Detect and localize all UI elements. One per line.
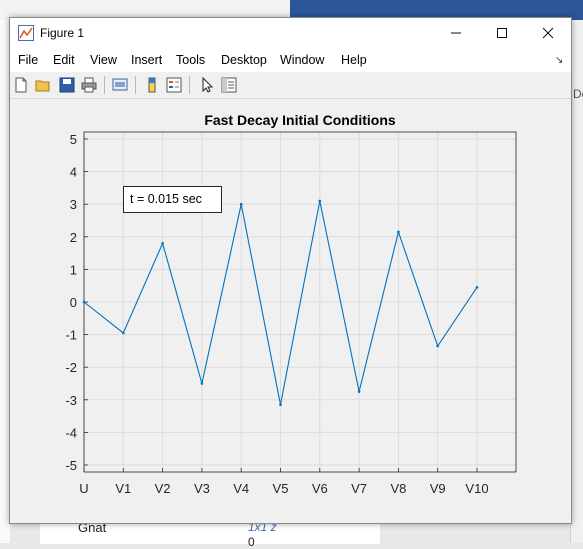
x-tick-label: V9: [430, 481, 446, 496]
y-tick-label: -5: [65, 458, 77, 473]
matlab-figure-icon: [18, 25, 34, 41]
toolbar-separator: [135, 76, 136, 94]
y-tick-label: -4: [65, 425, 77, 440]
x-tick-label: V1: [115, 481, 131, 496]
menu-desktop[interactable]: Desktop: [221, 53, 267, 67]
grid-lines: [83, 132, 516, 472]
data-series: [82, 199, 479, 406]
maximize-icon: [497, 28, 507, 38]
menu-insert[interactable]: Insert: [131, 53, 163, 67]
close-button[interactable]: [525, 18, 571, 48]
colorbar-icon[interactable]: [143, 76, 161, 94]
new-figure-icon[interactable]: [12, 76, 30, 94]
x-tick-label: V6: [312, 481, 328, 496]
data-point: [357, 390, 361, 393]
data-point: [122, 331, 125, 335]
y-tick-label: -1: [65, 328, 77, 343]
y-tick-label: 4: [70, 165, 77, 180]
open-file-icon[interactable]: [34, 76, 52, 94]
x-tick-label: V10: [465, 481, 488, 496]
annotation-text: t = 0.015 sec: [130, 192, 202, 206]
save-icon[interactable]: [58, 76, 76, 94]
menu-window[interactable]: Window: [280, 53, 325, 67]
data-point: [161, 242, 164, 245]
background-app-ribbon: [290, 0, 583, 20]
x-tick-label: V8: [390, 481, 406, 496]
data-point: [397, 230, 400, 234]
menu-help[interactable]: Help: [341, 53, 367, 67]
pointer-icon[interactable]: [198, 76, 216, 94]
figure-toolbar: [10, 72, 571, 99]
menu-view[interactable]: View: [90, 53, 117, 67]
window-title: Figure 1: [40, 26, 85, 40]
x-tick-label: V5: [273, 481, 289, 496]
figure-window: Figure 1 File Edit View Insert Tools Des…: [9, 17, 572, 524]
property-editor-icon[interactable]: [220, 76, 238, 94]
annotation-textbox[interactable]: t = 0.015 sec: [123, 186, 222, 213]
y-tick-label: -2: [65, 360, 77, 375]
print-icon[interactable]: [80, 76, 98, 94]
y-tick-label: 2: [70, 230, 77, 245]
x-tick-label: V7: [351, 481, 367, 496]
x-tick-label: V4: [233, 481, 249, 496]
x-tick-label: U: [79, 481, 88, 496]
data-point: [279, 403, 282, 406]
dock-arrow-icon[interactable]: ↘: [555, 55, 564, 66]
data-point: [82, 300, 86, 304]
minimize-button[interactable]: [433, 18, 479, 48]
data-point: [200, 382, 204, 385]
y-tick-label: 0: [70, 295, 77, 310]
data-point: [436, 344, 440, 348]
axis-ticks: U V1 V2 V3 V4 V5 V6 V7 V8 V9 V10 -5 -4 -3 -2 -1 0 1 2 3 4 5: [65, 132, 488, 496]
maximize-button[interactable]: [479, 18, 525, 48]
y-tick-label: -3: [65, 393, 77, 408]
data-point: [475, 286, 479, 289]
x-tick-label: V2: [155, 481, 171, 496]
toolbar-separator: [104, 76, 105, 94]
chart-title: Fast Decay Initial Conditions: [204, 112, 396, 128]
y-tick-label: 1: [70, 262, 77, 277]
background-fragment-right: Do: [573, 87, 583, 101]
title-bar[interactable]: Figure 1: [10, 18, 571, 48]
background-app-left-panel: [0, 20, 10, 543]
menu-tools[interactable]: Tools: [176, 53, 206, 67]
menu-bar: File Edit View Insert Tools Desktop Wind…: [10, 48, 571, 72]
data-point: [318, 199, 322, 203]
close-icon: [542, 27, 554, 39]
legend-icon[interactable]: [165, 76, 183, 94]
menu-file[interactable]: File: [18, 53, 39, 67]
data-point: [239, 202, 243, 206]
x-tick-label: V3: [194, 481, 210, 496]
y-tick-label: 3: [70, 197, 77, 212]
plot-area[interactable]: Fast Decay Initial Conditions U V1 V2 V3 V4 V…: [10, 18, 571, 523]
toolbar-separator: [189, 76, 190, 94]
minimize-icon: [451, 32, 461, 34]
y-tick-label: 5: [70, 132, 77, 147]
workspace-variable-value-2: 0: [248, 535, 255, 549]
link-icon[interactable]: [111, 76, 129, 94]
menu-edit[interactable]: Edit: [53, 53, 75, 67]
